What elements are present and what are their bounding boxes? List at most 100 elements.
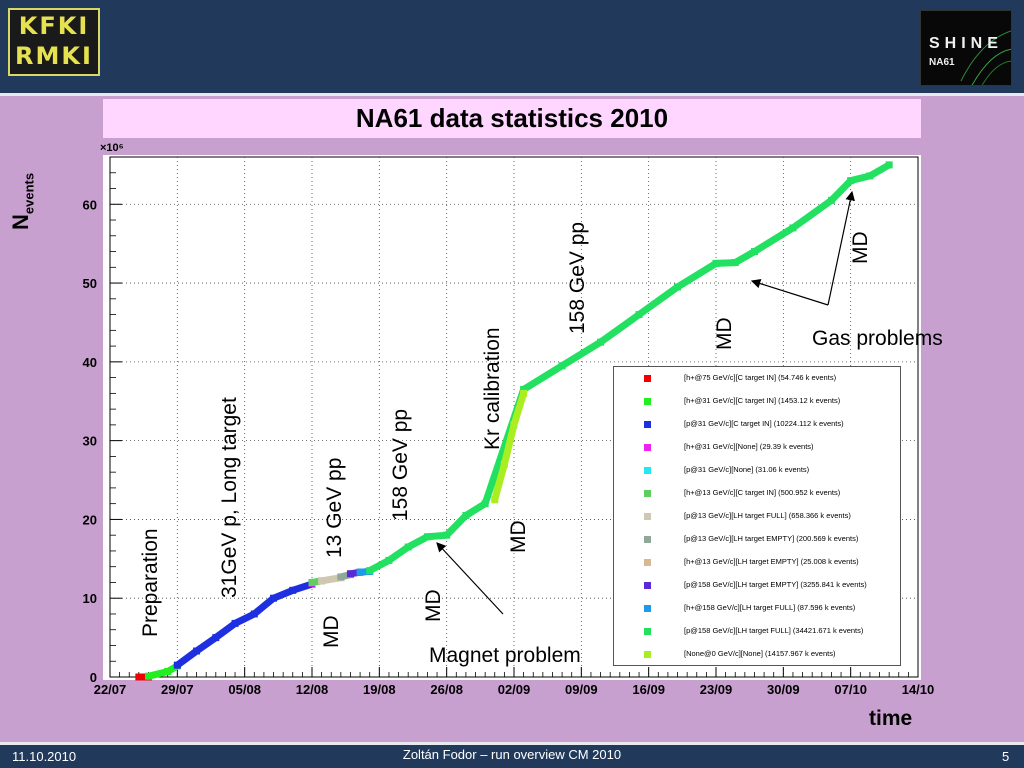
legend-swatch bbox=[644, 490, 651, 497]
x-tick-label: 07/10 bbox=[834, 682, 867, 697]
data-point bbox=[712, 259, 720, 267]
annotation-label: MD bbox=[507, 520, 530, 553]
chart-title: NA61 data statistics 2010 bbox=[355, 103, 669, 133]
logo-left-top-text: KFKI bbox=[18, 12, 90, 40]
gas-problem-arrow-2 bbox=[827, 190, 855, 306]
y-tick-label: 40 bbox=[83, 355, 97, 370]
magnet-problem-arrow bbox=[436, 542, 504, 615]
kfki-rmki-logo: KFKI RMKI bbox=[8, 8, 100, 76]
series-line-1 bbox=[144, 662, 181, 680]
data-point bbox=[144, 672, 152, 680]
x-tick-label: 02/09 bbox=[498, 682, 531, 697]
data-point bbox=[250, 610, 258, 618]
annotation-label: MD bbox=[422, 589, 445, 622]
legend-label: [h+@31 GeV/c][None] (29.39 k events) bbox=[684, 442, 814, 451]
x-tick-label: 26/08 bbox=[430, 682, 463, 697]
x-tick-label: 22/07 bbox=[94, 682, 127, 697]
annotation-label: 31GeV p, Long target bbox=[218, 397, 241, 598]
x-tick-label: 14/10 bbox=[902, 682, 935, 697]
shine-logo-tracks bbox=[960, 30, 1011, 85]
legend-item: [h+@31 GeV/c][None] (29.39 k events) bbox=[614, 436, 902, 459]
legend-item: [p@13 GeV/c][LH target EMPTY] (200.569 k… bbox=[614, 528, 902, 551]
x-tick-label: 16/09 bbox=[632, 682, 665, 697]
data-point bbox=[193, 647, 201, 655]
legend-swatch bbox=[644, 375, 651, 382]
x-tick-label: 30/09 bbox=[767, 682, 800, 697]
footer-divider bbox=[0, 742, 1024, 745]
data-point bbox=[885, 161, 893, 169]
data-point bbox=[270, 594, 278, 602]
legend-item: [p@158 GeV/c][LH target EMPTY] (3255.841… bbox=[614, 574, 902, 597]
x-tick-label: 05/08 bbox=[228, 682, 261, 697]
legend-label: [p@13 GeV/c][LH target FULL] (658.366 k … bbox=[684, 511, 851, 520]
annotation-label: Kr calibration bbox=[481, 327, 504, 450]
data-point bbox=[135, 673, 143, 681]
data-point bbox=[731, 259, 739, 267]
legend-swatch bbox=[644, 628, 651, 635]
data-point bbox=[404, 543, 412, 551]
legend-item: [h+@13 GeV/c][LH target EMPTY] (25.008 k… bbox=[614, 551, 902, 574]
data-point bbox=[520, 385, 528, 393]
legend-swatch bbox=[644, 398, 651, 405]
slide-footer bbox=[0, 745, 1024, 768]
x-tick-label: 19/08 bbox=[363, 682, 396, 697]
legend-label: [h+@158 GeV/c][LH target FULL] (87.596 k… bbox=[684, 603, 856, 612]
series-line-12 bbox=[491, 389, 528, 504]
footer-date: 11.10.2010 bbox=[12, 749, 77, 764]
data-point bbox=[827, 196, 835, 204]
logo-right-top-text: SHINE bbox=[929, 35, 1003, 52]
gas-problem-arrow-1 bbox=[750, 278, 829, 306]
legend-item: [h+@31 GeV/c][C target IN] (1453.12 k ev… bbox=[614, 390, 902, 413]
chart-legend: [h+@75 GeV/c][C target IN] (54.746 k eve… bbox=[613, 366, 901, 666]
y-tick-label: 30 bbox=[83, 434, 97, 449]
legend-label: [p@158 GeV/c][LH target FULL] (34421.671… bbox=[684, 626, 864, 635]
data-point bbox=[212, 634, 220, 642]
y-tick-label: 10 bbox=[83, 591, 97, 606]
legend-swatch bbox=[644, 605, 651, 612]
data-point bbox=[491, 496, 499, 504]
footer-page-number: 5 bbox=[1002, 749, 1010, 764]
chart-title-box: NA61 data statistics 2010 bbox=[103, 99, 921, 138]
legend-swatch bbox=[644, 582, 651, 589]
x-tick-label: 29/07 bbox=[161, 682, 194, 697]
legend-label: [None@0 GeV/c][None] (14157.967 k events… bbox=[684, 649, 836, 658]
legend-item: [h+@158 GeV/c][LH target FULL] (87.596 k… bbox=[614, 597, 902, 620]
data-point bbox=[789, 224, 797, 232]
legend-item: [p@13 GeV/c][LH target FULL] (658.366 k … bbox=[614, 505, 902, 528]
data-point bbox=[520, 389, 528, 397]
data-point bbox=[318, 577, 326, 585]
legend-label: [p@31 GeV/c][C target IN] (10224.112 k e… bbox=[684, 419, 844, 428]
annotation-label: 158 GeV pp bbox=[389, 409, 412, 521]
annotation-label: MD bbox=[713, 317, 736, 350]
data-point bbox=[164, 667, 172, 675]
y-multiplier: ×10⁶ bbox=[100, 142, 124, 154]
logo-left-bottom-text: RMKI bbox=[15, 42, 93, 70]
annotation-label: 158 GeV pp bbox=[566, 222, 589, 334]
legend-swatch bbox=[644, 536, 651, 543]
data-point bbox=[423, 533, 431, 541]
data-point bbox=[558, 362, 566, 370]
legend-label: [h+@13 GeV/c][LH target EMPTY] (25.008 k… bbox=[684, 557, 859, 566]
x-tick-label: 09/09 bbox=[565, 682, 598, 697]
annotation-label: MD bbox=[849, 231, 872, 264]
slide-header bbox=[0, 0, 1024, 93]
annotation-label: Preparation bbox=[139, 528, 162, 637]
data-point bbox=[337, 573, 345, 581]
annotation-label: Magnet problem bbox=[429, 644, 581, 667]
legend-item: [h+@13 GeV/c][C target IN] (500.952 k ev… bbox=[614, 482, 902, 505]
data-point bbox=[289, 586, 297, 594]
x-tick-label: 12/08 bbox=[296, 682, 329, 697]
data-point bbox=[231, 619, 239, 627]
data-point bbox=[597, 338, 605, 346]
annotation-label: Gas problems bbox=[812, 327, 943, 350]
legend-swatch bbox=[644, 559, 651, 566]
annotation-label: 13 GeV pp bbox=[323, 458, 346, 558]
logo-right-bottom-text: NA61 bbox=[929, 57, 955, 68]
data-point bbox=[500, 460, 508, 468]
y-tick-label: 20 bbox=[83, 512, 97, 527]
legend-label: [h+@75 GeV/c][C target IN] (54.746 k eve… bbox=[684, 373, 837, 382]
header-divider bbox=[0, 93, 1024, 96]
data-point bbox=[385, 556, 393, 564]
legend-item: [None@0 GeV/c][None] (14157.967 k events… bbox=[614, 643, 902, 666]
